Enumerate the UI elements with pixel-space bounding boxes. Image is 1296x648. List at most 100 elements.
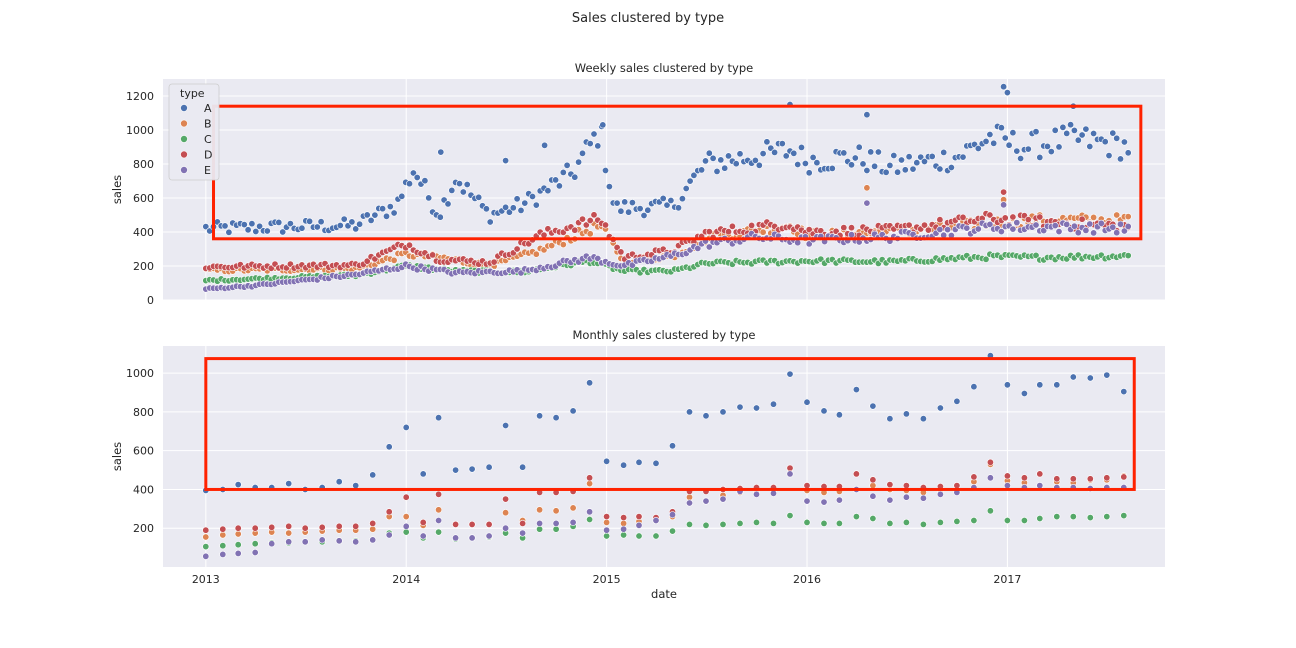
point-B (586, 230, 594, 238)
point-A (298, 224, 306, 232)
y-axis-label: sales (110, 442, 124, 471)
point-D (786, 464, 794, 472)
point-A (352, 482, 360, 490)
point-A (244, 226, 252, 234)
point-C (803, 518, 811, 526)
point-A (886, 415, 894, 423)
x-tick-label: 2016 (793, 573, 821, 586)
point-A (909, 165, 917, 173)
point-A (1069, 373, 1077, 381)
point-C (886, 519, 894, 527)
point-D (936, 216, 944, 224)
point-A (1044, 142, 1052, 150)
point-C (752, 518, 760, 526)
point-D (803, 482, 811, 490)
point-B (620, 519, 628, 527)
point-C (982, 255, 990, 263)
point-E (820, 498, 828, 506)
point-D (485, 520, 493, 528)
point-A (485, 463, 493, 471)
point-A (890, 152, 898, 160)
point-A (1063, 129, 1071, 137)
point-E (886, 496, 894, 504)
point-A (940, 148, 948, 156)
subplot-weekly: 0 200 400 600 800 1000 1200 Weekly sales cluste… (110, 61, 1165, 307)
point-C (552, 525, 560, 533)
point-A (571, 173, 579, 181)
point-B (559, 241, 567, 249)
point-E (1109, 223, 1117, 231)
point-A (820, 407, 828, 415)
point-D (1036, 470, 1044, 478)
point-E (1013, 219, 1021, 227)
point-A (869, 402, 877, 410)
point-D (513, 245, 521, 253)
point-A (569, 407, 577, 415)
point-A (340, 215, 348, 223)
point-E (485, 532, 493, 540)
point-A (752, 404, 760, 412)
point-A (659, 194, 667, 202)
point-C (620, 531, 628, 539)
point-C (1032, 251, 1040, 259)
point-A (409, 169, 417, 177)
point-A (982, 137, 990, 145)
point-A (859, 160, 867, 168)
point-C (435, 528, 443, 536)
point-A (863, 111, 871, 119)
point-A (778, 140, 786, 148)
y-tick-label: 1000 (126, 367, 154, 380)
point-D (1078, 215, 1086, 223)
point-D (1020, 474, 1028, 482)
point-A (871, 162, 879, 170)
point-A (521, 199, 529, 207)
point-E (1082, 226, 1090, 234)
point-A (736, 403, 744, 411)
point-D (369, 519, 377, 527)
point-A (920, 158, 928, 166)
point-A (947, 164, 955, 172)
point-C (953, 517, 961, 525)
point-A (306, 217, 314, 225)
point-B (219, 531, 227, 539)
point-B (402, 513, 410, 521)
y-tick-label: 400 (133, 483, 154, 496)
point-A (435, 414, 443, 422)
point-E (569, 518, 577, 526)
point-B (502, 509, 510, 517)
point-E (769, 489, 777, 497)
point-D (953, 482, 961, 490)
point-D (724, 228, 732, 236)
point-E (219, 550, 227, 558)
point-C (835, 519, 843, 527)
point-A (379, 205, 387, 213)
point-A (628, 199, 636, 207)
point-C (852, 513, 860, 521)
point-E (1063, 220, 1071, 228)
x-axis-label: date (651, 587, 677, 601)
data-points (202, 83, 1132, 293)
point-A (1036, 381, 1044, 389)
point-A (601, 167, 609, 175)
point-A (369, 471, 377, 479)
point-B (548, 242, 556, 250)
point-A (390, 209, 398, 217)
point-E (1120, 227, 1128, 235)
point-E (652, 516, 660, 524)
point-B (536, 506, 544, 514)
point-A (668, 442, 676, 450)
point-A (690, 171, 698, 179)
point-E (719, 495, 727, 503)
point-E (594, 255, 602, 263)
point-A (759, 150, 767, 158)
point-A (901, 166, 909, 174)
point-E (974, 225, 982, 233)
point-E (519, 529, 527, 537)
subplot-title: Weekly sales clustered by type (575, 61, 753, 75)
point-E (402, 522, 410, 530)
point-A (482, 205, 490, 213)
point-A (452, 466, 460, 474)
point-A (263, 227, 271, 235)
point-A (1105, 152, 1113, 160)
